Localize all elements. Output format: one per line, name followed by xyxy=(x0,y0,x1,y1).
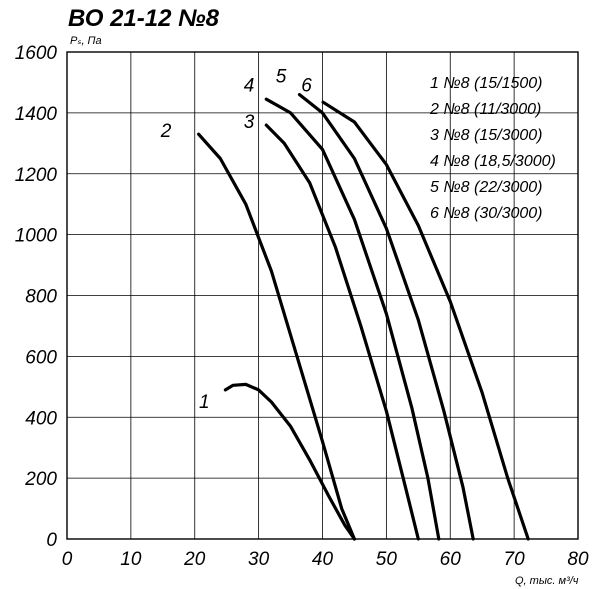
legend-entry-3: 3 №8 (15/3000) xyxy=(430,127,543,144)
x-axis-label: Q, тыс. м³/ч xyxy=(515,575,579,587)
legend-entry-6: 6 №8 (30/3000) xyxy=(430,205,543,222)
curve-6 xyxy=(321,100,530,541)
x-ticks: 0 10 20 30 40 50 60 70 80 xyxy=(62,549,589,570)
plot-frame xyxy=(66,51,579,540)
x-tick-label: 10 xyxy=(120,549,142,570)
x-tick-label: 80 xyxy=(567,549,589,570)
y-tick-label: 200 xyxy=(24,469,57,490)
curve-label-3: 3 xyxy=(244,112,255,133)
curve-2 xyxy=(197,132,356,541)
curve-labels: 1 2 3 4 5 6 xyxy=(160,66,313,413)
legend-entry-5: 5 №8 (22/3000) xyxy=(430,179,543,196)
curve-5 xyxy=(297,92,475,541)
curve-label-5: 5 xyxy=(276,66,287,87)
legend: 1 №8 (15/1500) 2 №8 (11/3000) 3 №8 (15/300… xyxy=(429,75,556,222)
y-tick-label: 0 xyxy=(46,530,57,551)
y-tick-label: 600 xyxy=(25,347,57,368)
curve-label-6: 6 xyxy=(301,76,312,97)
curve-label-2: 2 xyxy=(160,121,172,142)
curve-label-4: 4 xyxy=(244,76,255,97)
legend-entry-2: 2 №8 (11/3000) xyxy=(429,101,541,118)
y-tick-label: 1600 xyxy=(15,43,58,64)
curve-4 xyxy=(264,97,441,541)
y-ticks: 0 200 400 600 800 1000 1200 1400 1600 xyxy=(15,43,58,551)
curve-3 xyxy=(264,123,420,541)
x-tick-label: 20 xyxy=(183,549,206,570)
chart-title: ВО 21-12 №8 xyxy=(68,5,220,32)
y-axis-label: Pₛ, Па xyxy=(70,35,102,47)
x-tick-label: 60 xyxy=(440,549,462,570)
curve-label-1: 1 xyxy=(199,392,210,413)
x-tick-label: 70 xyxy=(504,549,526,570)
grid xyxy=(66,51,579,540)
x-tick-label: 40 xyxy=(312,549,334,570)
y-tick-label: 400 xyxy=(25,408,57,429)
x-tick-label: 50 xyxy=(376,549,398,570)
y-tick-label: 800 xyxy=(25,287,57,308)
y-tick-label: 1400 xyxy=(15,104,58,125)
legend-entry-1: 1 №8 (15/1500) xyxy=(430,75,543,92)
x-tick-label: 0 xyxy=(62,549,73,570)
x-tick-label: 30 xyxy=(248,549,270,570)
legend-entry-4: 4 №8 (18,5/3000) xyxy=(430,153,556,170)
y-tick-label: 1000 xyxy=(15,226,58,247)
y-tick-label: 1200 xyxy=(15,165,58,186)
curves xyxy=(197,92,530,541)
curve-1 xyxy=(223,382,356,541)
